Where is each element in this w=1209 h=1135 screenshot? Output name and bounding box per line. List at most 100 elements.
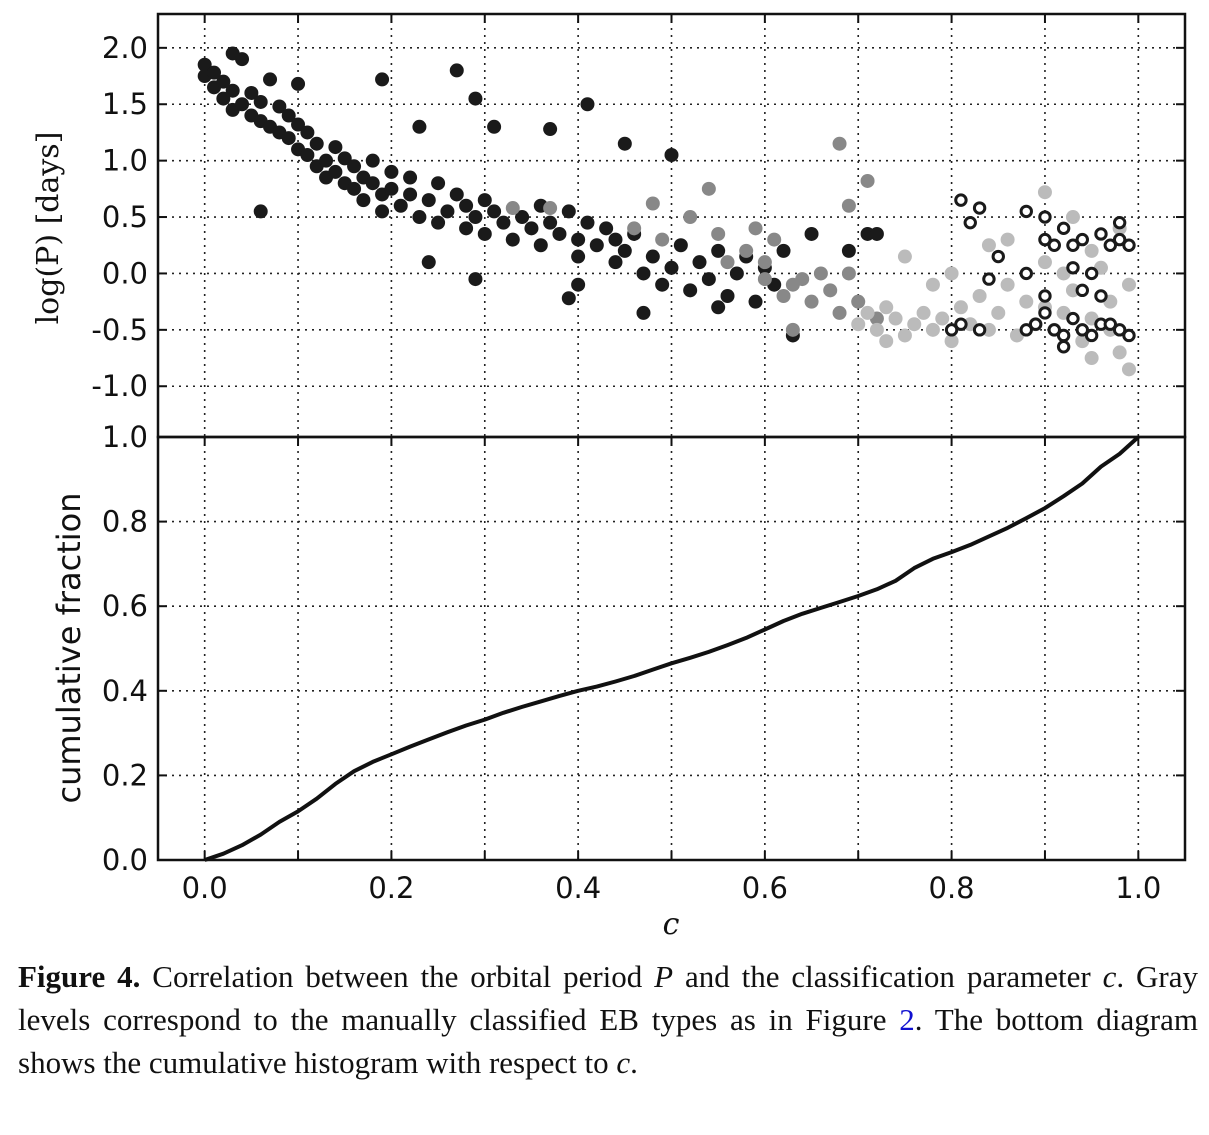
scatter-point [365, 176, 380, 191]
bottom-y-axis-title: cumulative fraction [50, 493, 88, 804]
scatter-point [664, 148, 679, 162]
scatter-point [487, 119, 502, 134]
scatter-point [785, 322, 800, 337]
scatter-point [1037, 255, 1052, 270]
bottom-y-tick-label: 0.0 [102, 843, 148, 877]
axis-ticks [158, 14, 1185, 861]
scatter-point [244, 85, 259, 100]
cumulative-line [204, 435, 1140, 862]
scatter-point-open [1019, 323, 1033, 337]
scatter-point [608, 255, 623, 270]
scatter-point-open [1019, 266, 1033, 281]
scatter-point-open [1094, 289, 1108, 303]
figure: 0.0 0.2 0.4 0.6 0.8 1.0 2.0 1.5 1.0 0.5 0.0 -0.5 -1.… [31, 12, 1187, 940]
scatter-point [869, 322, 884, 337]
scatter-point [263, 72, 278, 87]
scatter-point [981, 322, 996, 337]
scatter-point [1065, 283, 1080, 298]
scatter-point [757, 272, 772, 287]
scatter-point [291, 76, 306, 91]
scatter-point [916, 305, 931, 320]
scatter-point [515, 210, 530, 225]
x-tick-label: 0.2 [368, 871, 414, 905]
scatter-point [645, 196, 660, 211]
scatter-point-open [1066, 311, 1080, 326]
scatter-point [720, 255, 735, 270]
scatter-point [403, 170, 418, 185]
top-y-tick-label: 0.0 [102, 256, 148, 290]
top-y-tick-label: 1.5 [102, 87, 148, 121]
scatter-point-open [954, 193, 968, 207]
scatter-point-open [1103, 238, 1118, 252]
scatter-point [729, 266, 744, 281]
scatter-point-open [1112, 323, 1127, 337]
scatter-point [216, 74, 231, 89]
x-tick-label: 0.0 [182, 871, 228, 905]
scatter-point-open [1084, 328, 1099, 343]
top-y-tick-label: 2.0 [102, 31, 148, 65]
caption-text-2: and the classification parameter [673, 959, 1103, 994]
scatter-point [832, 136, 847, 151]
scatter-point [1112, 345, 1127, 360]
scatter-point [832, 305, 847, 320]
scatter-point-open [1056, 221, 1071, 236]
scatter-point [851, 294, 866, 309]
scatter-point [776, 289, 791, 303]
scatter-point [207, 65, 222, 80]
scatter-point [225, 46, 240, 61]
caption-figure-link[interactable]: 2 [899, 1002, 915, 1037]
scatter-point [543, 215, 558, 230]
x-tick-label: 1.0 [1115, 871, 1161, 905]
scatter-point [776, 243, 791, 258]
scatter-point [431, 215, 446, 230]
scatter-point [944, 334, 959, 349]
scatter-point-open [963, 215, 977, 230]
scatter-point-open [1084, 266, 1099, 281]
scatter-point [1037, 185, 1052, 200]
scatter-point [739, 243, 754, 258]
scatter-point [972, 289, 987, 303]
caption-var-c-2: c [616, 1045, 631, 1080]
scatter-point [356, 193, 371, 208]
scatter-point [505, 232, 520, 247]
scatter-point [860, 173, 875, 188]
scatter-point [365, 153, 380, 168]
scatter-point-open [1019, 204, 1033, 219]
scatter-point-open [1103, 317, 1118, 331]
scatter-point [795, 272, 810, 287]
scatter-point [421, 255, 436, 270]
scatter-point [925, 277, 940, 292]
caption-text-4: . The bottom diagram shows the cumulativ… [18, 1002, 1198, 1080]
scatter-point [841, 198, 856, 213]
scatter-point [393, 198, 408, 213]
scatter-point [281, 108, 296, 123]
scatter-point [711, 300, 726, 315]
scatter-point [627, 221, 642, 236]
scatter-point [655, 277, 670, 292]
scatter-point [328, 140, 343, 155]
scatter-point [645, 249, 660, 264]
scatter-point [991, 305, 1006, 320]
caption-var-c: c [1102, 959, 1117, 994]
scatter-point [300, 125, 315, 140]
scatter-point [580, 215, 595, 230]
scatter-point [300, 148, 315, 162]
caption-text-1: Correlation between the orbital period [140, 959, 655, 994]
scatter-point [291, 117, 306, 132]
scatter-point [412, 210, 427, 225]
scatter-point [720, 289, 735, 303]
scatter-point [655, 232, 670, 247]
scatter-point [309, 136, 324, 151]
scatter-point [440, 204, 455, 219]
x-axis-title: c [663, 907, 680, 940]
cumulative-line-group [204, 435, 1140, 862]
scatter-point [328, 164, 343, 179]
scatter-point [897, 249, 912, 264]
scatter-point [673, 238, 688, 253]
scatter-point [701, 272, 716, 287]
scatter-point [888, 311, 903, 326]
scatter-point-open [972, 201, 987, 215]
scatter-point-open [1038, 306, 1052, 320]
scatter-point-open [944, 323, 959, 337]
scatter-point [347, 181, 362, 196]
